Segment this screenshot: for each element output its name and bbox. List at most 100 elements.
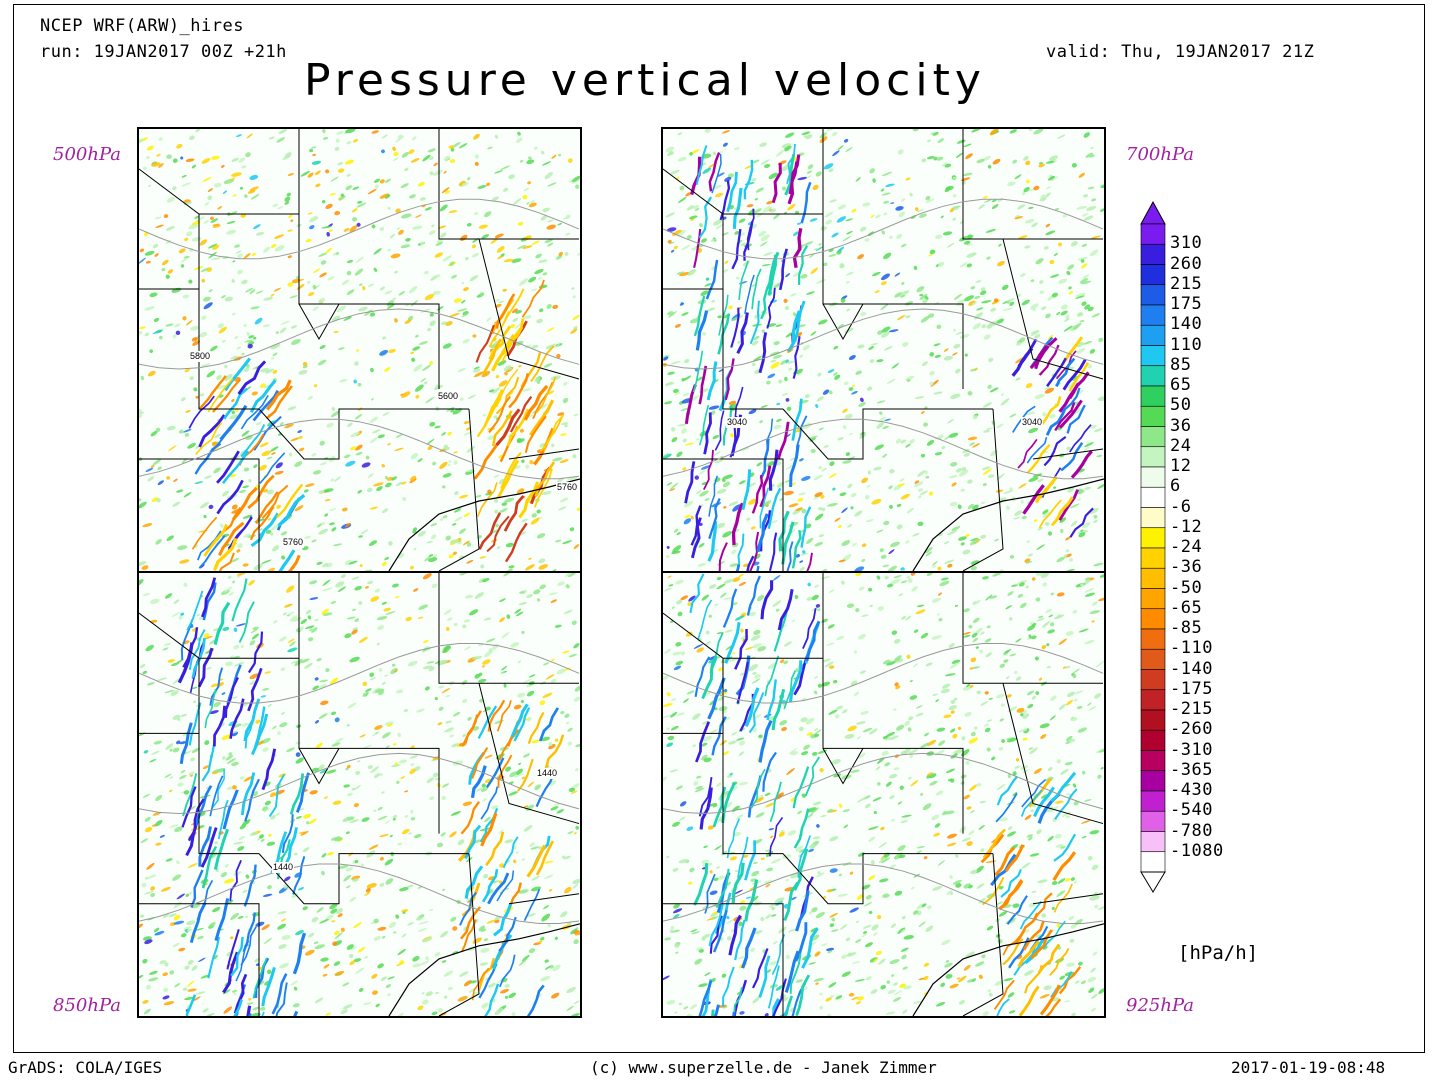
field-speck xyxy=(1028,747,1034,750)
field-speck xyxy=(929,773,937,779)
wave-streak xyxy=(711,1009,715,1016)
field-speck xyxy=(249,831,259,836)
field-speck xyxy=(396,227,400,231)
field-speck xyxy=(688,595,696,602)
field-speck xyxy=(989,129,999,136)
field-speck xyxy=(692,205,700,210)
field-speck xyxy=(337,913,343,918)
field-speck xyxy=(527,181,531,185)
field-speck xyxy=(154,930,165,936)
field-speck xyxy=(1044,192,1051,198)
field-speck xyxy=(191,164,196,169)
field-speck xyxy=(864,803,871,809)
field-speck xyxy=(300,830,309,836)
field-speck xyxy=(670,698,677,701)
field-speck xyxy=(164,642,172,646)
field-speck xyxy=(515,851,519,854)
wave-streak xyxy=(718,542,728,571)
field-speck xyxy=(900,820,908,824)
field-speck xyxy=(531,240,540,245)
wave-streak xyxy=(240,395,269,430)
colorbar-tick-label: -12 xyxy=(1170,516,1203,537)
field-speck xyxy=(672,388,679,393)
field-speck xyxy=(748,611,757,617)
wave-streak xyxy=(527,984,545,1016)
field-speck xyxy=(210,216,214,220)
field-speck xyxy=(466,222,472,227)
field-speck xyxy=(1015,638,1022,643)
wave-streak xyxy=(693,295,706,337)
field-speck xyxy=(770,858,781,864)
field-speck xyxy=(270,446,279,452)
field-speck xyxy=(952,733,958,739)
state-border xyxy=(298,748,340,785)
field-speck xyxy=(826,129,834,132)
field-speck xyxy=(785,954,790,960)
wave-streak xyxy=(1041,396,1062,425)
field-speck xyxy=(290,437,300,442)
field-speck xyxy=(709,890,718,895)
field-speck xyxy=(185,158,195,162)
field-speck xyxy=(530,517,540,525)
field-speck xyxy=(1028,206,1034,210)
field-speck xyxy=(354,859,359,864)
colorbar-swatch xyxy=(1140,547,1166,569)
field-speck xyxy=(927,139,931,143)
field-speck xyxy=(709,870,713,874)
field-speck xyxy=(346,944,354,950)
field-speck xyxy=(381,149,385,154)
field-speck xyxy=(333,476,342,483)
field-speck xyxy=(845,271,855,276)
field-speck xyxy=(316,561,323,565)
field-speck xyxy=(1009,653,1017,657)
field-speck xyxy=(314,944,325,950)
field-speck xyxy=(883,200,890,204)
field-speck xyxy=(682,438,687,443)
colorbar-tick-label: -140 xyxy=(1170,658,1213,679)
field-speck xyxy=(753,335,760,341)
field-speck xyxy=(290,219,294,222)
field-speck xyxy=(854,979,866,982)
field-speck xyxy=(309,225,315,230)
field-speck xyxy=(828,168,834,173)
field-speck xyxy=(818,466,822,470)
field-speck xyxy=(1100,184,1104,189)
field-speck xyxy=(728,305,733,310)
field-speck xyxy=(705,641,712,646)
field-speck xyxy=(681,244,691,251)
field-speck xyxy=(696,490,702,495)
field-speck xyxy=(893,853,903,860)
field-speck xyxy=(467,394,476,399)
wave-streak xyxy=(229,859,242,902)
coastline xyxy=(388,478,580,571)
wave-streak xyxy=(495,293,516,329)
field-speck xyxy=(401,828,410,835)
field-speck xyxy=(701,594,710,601)
field-speck xyxy=(932,561,938,566)
field-speck xyxy=(971,978,977,982)
field-speck xyxy=(945,185,954,191)
wave-streak xyxy=(726,818,741,859)
field-speck xyxy=(885,183,895,188)
field-speck xyxy=(672,821,680,827)
field-speck xyxy=(425,396,435,404)
field-speck xyxy=(885,731,896,738)
field-speck xyxy=(464,469,476,473)
field-speck xyxy=(817,749,828,754)
field-speck xyxy=(833,773,842,778)
field-speck xyxy=(663,356,669,361)
field-speck xyxy=(670,620,674,623)
field-speck xyxy=(528,557,532,560)
field-speck xyxy=(1082,194,1089,198)
field-speck xyxy=(671,437,678,443)
field-speck xyxy=(542,207,550,213)
field-speck xyxy=(269,792,276,798)
field-speck xyxy=(1036,544,1045,550)
field-speck xyxy=(712,434,720,440)
field-speck xyxy=(806,537,814,545)
wave-streak xyxy=(209,667,224,706)
field-speck xyxy=(688,881,693,885)
field-speck xyxy=(445,694,451,698)
field-speck xyxy=(436,306,444,311)
wave-streak xyxy=(1000,868,1022,898)
